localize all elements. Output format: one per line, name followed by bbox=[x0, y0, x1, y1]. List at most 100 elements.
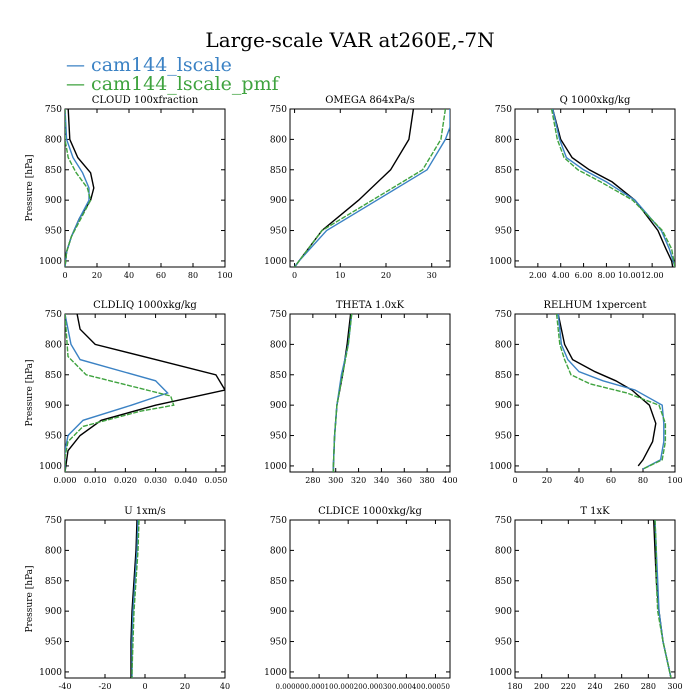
x-tick-label: -20 bbox=[99, 682, 112, 691]
x-tick-label: 40 bbox=[124, 271, 134, 280]
panel-title: CLDICE 1000xkg/kg bbox=[318, 506, 422, 517]
y-tick-label: 850 bbox=[270, 166, 287, 176]
y-tick-label: 950 bbox=[495, 638, 512, 648]
x-tick-label: 40 bbox=[574, 476, 584, 485]
panel-title: T 1xK bbox=[580, 506, 610, 517]
y-tick-label: 750 bbox=[270, 516, 287, 526]
legend-swatch-1: — bbox=[66, 73, 92, 95]
y-tick-label: 950 bbox=[495, 432, 512, 442]
series-line-ref bbox=[552, 109, 674, 267]
y-tick-label: 900 bbox=[495, 607, 512, 617]
y-tick-label: 850 bbox=[495, 166, 512, 176]
x-tick-label: 320 bbox=[351, 476, 366, 485]
panel-frame bbox=[64, 313, 226, 473]
x-tick-label: 100 bbox=[667, 476, 682, 485]
x-tick-label: 360 bbox=[397, 476, 412, 485]
x-tick-label: 0 bbox=[62, 271, 67, 280]
panel-4: THETA 1.0xK 750 800 850 900 950 1000 280 300 320 3… bbox=[264, 300, 458, 485]
legend-item-cam144-lscale: — cam144_lscale bbox=[66, 54, 232, 76]
y-tick-label: 750 bbox=[45, 310, 62, 320]
panel-frame bbox=[514, 519, 676, 679]
series-line-s2 bbox=[555, 314, 667, 470]
y-tick-label: 950 bbox=[495, 227, 512, 237]
x-tick-label: 300 bbox=[328, 476, 343, 485]
x-tick-label: 0 bbox=[512, 476, 517, 485]
series-line-ref bbox=[65, 314, 225, 472]
y-tick-label: 800 bbox=[270, 135, 287, 145]
panel-title: OMEGA 864xPa/s bbox=[325, 95, 415, 106]
panel-frame bbox=[514, 313, 676, 473]
y-tick-label: 950 bbox=[270, 227, 287, 237]
y-tick-label: 950 bbox=[270, 432, 287, 442]
x-tick-label: 0 bbox=[142, 682, 147, 691]
x-tick-label: 6.00 bbox=[575, 271, 593, 280]
x-tick-label: 8.00 bbox=[598, 271, 616, 280]
panel-frame bbox=[289, 108, 451, 268]
series-line-s2 bbox=[65, 314, 175, 472]
y-tick-label: 900 bbox=[45, 401, 62, 411]
x-tick-label: 100 bbox=[217, 271, 232, 280]
y-tick-label: 950 bbox=[270, 638, 287, 648]
x-tick-label: 0.020 bbox=[114, 476, 137, 485]
y-tick-label: 900 bbox=[495, 401, 512, 411]
y-tick-label: 800 bbox=[495, 340, 512, 350]
panel-frame bbox=[64, 519, 226, 679]
y-tick-label: 750 bbox=[495, 516, 512, 526]
y-tick-label: 800 bbox=[45, 546, 62, 556]
panel-3: CLDLIQ 1000xkg/kg 750 800 850 900 950 1000 0.00… bbox=[25, 300, 227, 485]
x-tick-label: 380 bbox=[420, 476, 435, 485]
panel-title: RELHUM 1xpercent bbox=[543, 300, 646, 311]
y-axis-label: Pressure [hPa] bbox=[25, 565, 35, 632]
y-tick-label: 1000 bbox=[264, 257, 287, 267]
y-tick-label: 1000 bbox=[39, 257, 62, 267]
series-line-s1 bbox=[65, 314, 169, 472]
series-line-ref bbox=[557, 314, 657, 467]
y-tick-label: 800 bbox=[495, 546, 512, 556]
y-tick-label: 800 bbox=[45, 135, 62, 145]
x-tick-label: 200 bbox=[534, 682, 549, 691]
y-tick-label: 750 bbox=[270, 105, 287, 115]
y-tick-label: 900 bbox=[270, 607, 287, 617]
series-line-s2 bbox=[294, 109, 447, 267]
y-axis-label: Pressure [hPa] bbox=[25, 154, 35, 221]
x-tick-label: 180 bbox=[507, 682, 522, 691]
x-tick-label: 0 bbox=[292, 271, 297, 280]
y-tick-label: 900 bbox=[495, 196, 512, 206]
panel-title: U 1xm/s bbox=[124, 506, 166, 517]
x-tick-label: 60 bbox=[156, 271, 166, 280]
legend-item-cam144-lscale-pmf: — cam144_lscale_pmf bbox=[66, 73, 279, 95]
x-tick-label: 30 bbox=[427, 271, 437, 280]
panel-title: Q 1000xkg/kg bbox=[560, 95, 631, 106]
x-tick-label: 0.00040 bbox=[392, 683, 421, 691]
y-tick-label: 900 bbox=[45, 607, 62, 617]
panel-title: CLDLIQ 1000xkg/kg bbox=[93, 300, 197, 311]
x-tick-label: 280 bbox=[641, 682, 656, 691]
y-tick-label: 750 bbox=[495, 105, 512, 115]
x-tick-label: 300 bbox=[667, 682, 682, 691]
y-tick-label: 1000 bbox=[489, 668, 512, 678]
y-tick-label: 750 bbox=[495, 310, 512, 320]
x-tick-label: 10.00 bbox=[618, 271, 641, 280]
x-tick-label: 4.00 bbox=[552, 271, 570, 280]
panel-2: Q 1000xkg/kg 750 800 850 900 950 1000 2.00 4.00 6… bbox=[489, 95, 676, 280]
x-tick-label: 0.00050 bbox=[421, 683, 450, 691]
x-tick-label: 0.010 bbox=[84, 476, 107, 485]
y-tick-label: 850 bbox=[495, 577, 512, 587]
legend-label-cam144-lscale-pmf: cam144_lscale_pmf bbox=[91, 73, 279, 95]
x-tick-label: 20 bbox=[180, 682, 190, 691]
y-tick-label: 750 bbox=[45, 105, 62, 115]
panel-title: CLOUD 100xfraction bbox=[92, 95, 199, 106]
x-tick-label: -40 bbox=[59, 682, 72, 691]
y-tick-label: 850 bbox=[45, 577, 62, 587]
y-tick-label: 900 bbox=[270, 196, 287, 206]
y-tick-label: 1000 bbox=[39, 462, 62, 472]
x-tick-label: 0.00000 bbox=[276, 683, 305, 691]
y-tick-label: 1000 bbox=[489, 257, 512, 267]
y-tick-label: 850 bbox=[270, 371, 287, 381]
series-line-ref bbox=[130, 520, 138, 678]
y-tick-label: 1000 bbox=[264, 462, 287, 472]
y-tick-label: 800 bbox=[45, 340, 62, 350]
y-tick-label: 950 bbox=[45, 638, 62, 648]
x-tick-label: 0.00010 bbox=[305, 683, 334, 691]
